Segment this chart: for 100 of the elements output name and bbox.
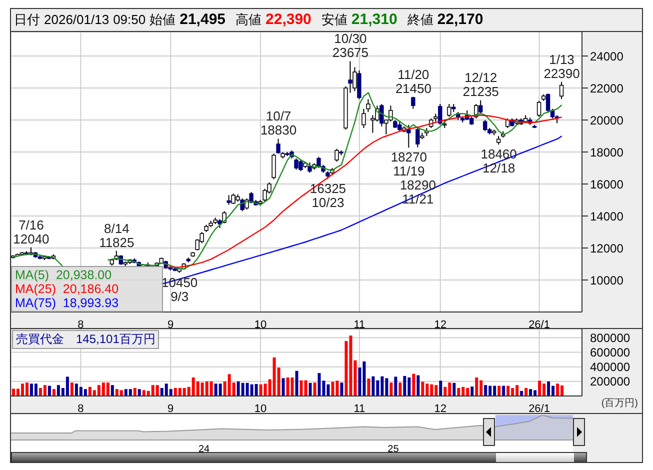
bar <box>48 386 51 396</box>
candlestick <box>416 128 420 148</box>
bar <box>313 382 316 396</box>
x-tick-label: 8 <box>78 318 84 331</box>
bar <box>390 382 393 396</box>
y-axis-title: (百万円) <box>601 397 638 410</box>
bar <box>394 376 398 396</box>
x-tick-label: 11 <box>354 318 366 331</box>
bar <box>300 380 303 396</box>
bar <box>331 382 334 396</box>
legend-panel: MA(5) 20,938.00 MA(25) 20,186.40 MA(75) 18,993.93 <box>11 266 163 312</box>
x-tick-label: 10 <box>254 318 267 331</box>
x-tick-label: 12 <box>434 402 446 415</box>
x-tick-label: 9 <box>168 318 174 331</box>
bar <box>529 389 532 396</box>
bar <box>439 380 442 396</box>
candlestick <box>559 81 564 100</box>
candlestick <box>478 100 483 114</box>
annotation: 11/20 21450 <box>395 66 432 96</box>
bar <box>210 381 213 396</box>
annotation: 7/16 12040 <box>13 217 50 246</box>
bar <box>128 389 132 396</box>
annotation: 10/7 18830 <box>260 108 297 138</box>
annotation: 1/13 22390 <box>544 52 580 81</box>
bar <box>52 389 56 396</box>
y-tick-label: 10000 <box>590 273 624 288</box>
x-tick-label: 10 <box>254 402 267 415</box>
candlestick <box>536 100 542 118</box>
bar <box>66 376 69 396</box>
candlestick <box>272 153 276 180</box>
bar <box>547 381 550 396</box>
bar <box>502 386 506 396</box>
bar <box>70 382 74 396</box>
candlestick <box>447 104 452 118</box>
y-tick-label: 24000 <box>590 49 624 64</box>
y-tick-label: 14000 <box>590 209 624 224</box>
bar <box>372 376 375 396</box>
title-panel: 売買代金 145,101百万円 <box>12 330 160 349</box>
bar <box>110 385 114 396</box>
y-tick-label: 400000 <box>590 360 630 374</box>
x-tick-label: 26/1 <box>528 402 550 415</box>
y-tick-label: 22000 <box>590 81 624 96</box>
y-tick-label: 12000 <box>590 241 624 256</box>
bar <box>403 376 406 396</box>
bar <box>556 384 560 396</box>
bar <box>538 380 542 396</box>
bar <box>43 385 46 396</box>
annotation: 8/14 11825 <box>99 220 134 250</box>
bar <box>34 384 38 396</box>
bar <box>156 385 159 396</box>
candlestick <box>334 148 339 162</box>
bar <box>106 382 110 396</box>
x-tick-label: 11 <box>354 402 366 415</box>
y-tick-label: 800000 <box>590 331 630 345</box>
candlestick <box>362 108 366 128</box>
bar <box>295 370 298 396</box>
bar <box>398 382 402 396</box>
bar <box>84 389 87 396</box>
bar <box>457 388 460 396</box>
bar <box>498 386 501 396</box>
candlestick <box>366 98 370 112</box>
y-tick-label: 200000 <box>590 374 630 389</box>
bar <box>120 390 123 396</box>
x-tick-label: 25 <box>388 444 400 456</box>
bar <box>308 382 312 396</box>
bar <box>218 384 222 396</box>
candlestick <box>482 120 488 132</box>
bar <box>318 373 321 396</box>
x-tick-label: 24 <box>198 444 210 456</box>
bar <box>475 377 478 396</box>
annotation: 18270 11/19 <box>390 150 427 179</box>
annotation: 10/30 23675 <box>332 31 369 60</box>
bar <box>25 382 28 396</box>
bar <box>452 382 456 396</box>
bar <box>367 378 370 396</box>
bar <box>524 388 528 396</box>
annotation: 18460 12/18 <box>480 146 517 176</box>
annotation: 10450 9/3 <box>162 274 198 304</box>
bar <box>133 388 136 396</box>
annotation: 12/12 21235 <box>462 70 499 100</box>
series-label: MA(5) 20,938.00 <box>15 268 113 282</box>
y-tick-label: 600000 <box>590 346 630 360</box>
x-tick-label: 9 <box>168 402 174 415</box>
y-tick-label: 16000 <box>590 177 624 192</box>
chart-title: 日付 2026/01/13 09:50 始値 21,495 高値 22,390 安値 21,310 終値 22,170 <box>14 11 484 28</box>
bar <box>290 377 294 396</box>
bar <box>506 386 510 396</box>
x-tick-label: 8 <box>78 402 84 415</box>
annotation: 16325 10/23 <box>310 180 346 210</box>
bar <box>138 389 141 396</box>
bar <box>412 374 416 396</box>
bar <box>421 382 424 396</box>
x-tick-label: 26/1 <box>528 318 550 331</box>
y-tick-label: 18000 <box>590 145 624 160</box>
x-tick-label: 12 <box>434 318 446 331</box>
bar <box>254 384 258 396</box>
bar <box>444 386 447 396</box>
bar <box>470 386 474 396</box>
bar <box>282 378 285 396</box>
bar <box>484 385 488 396</box>
